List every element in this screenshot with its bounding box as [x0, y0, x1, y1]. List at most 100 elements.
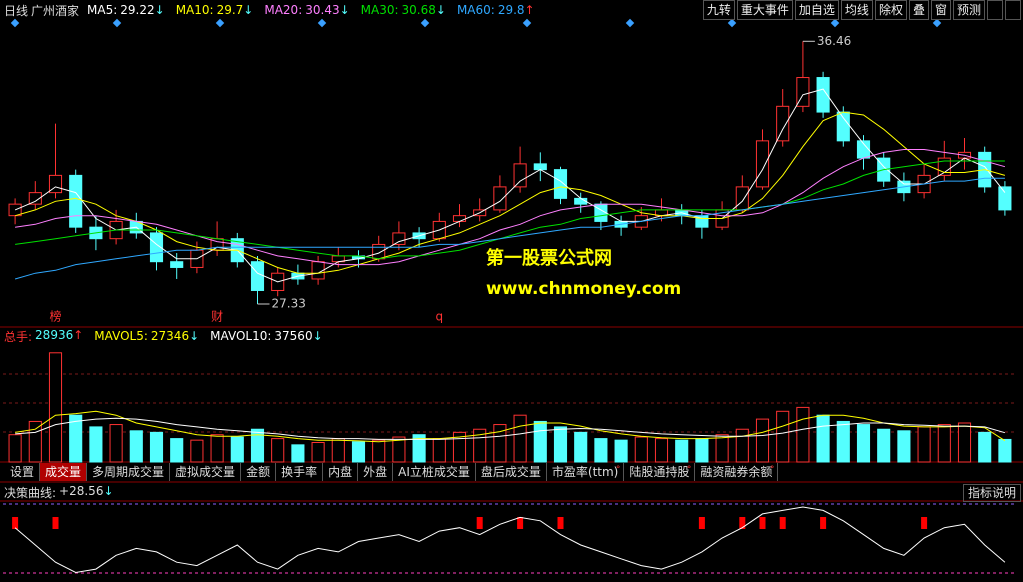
low-label: 27.33 — [272, 296, 306, 310]
legend-value: +28.56 — [59, 483, 104, 498]
candle-body — [998, 186, 1012, 211]
signal-marker — [698, 517, 705, 529]
candle-body — [8, 203, 22, 217]
volume-bar — [493, 424, 507, 463]
legend-arrow: ↓ — [339, 3, 350, 17]
volume-bar — [937, 424, 951, 463]
candle-body — [69, 174, 83, 228]
legend-label: MA5: — [87, 3, 118, 17]
volume-bar — [614, 439, 628, 463]
toolbar-button[interactable]: 叠 — [908, 0, 929, 20]
volume-bar — [533, 420, 547, 463]
tab[interactable]: 虚拟成交量 — [170, 463, 242, 481]
toolbar-button[interactable]: 预测 — [952, 0, 985, 20]
tab[interactable]: 多周期成交量 — [87, 463, 171, 481]
legend-arrow: ↓ — [312, 329, 323, 343]
legend-item: 决策曲线: +28.56 ↓ — [4, 484, 117, 501]
volume-bar — [695, 438, 709, 463]
toolbar-button[interactable]: 九转 — [702, 0, 735, 20]
tab[interactable]: 设置 — [5, 463, 41, 481]
tab-bar: 设置 成交量 多周期成交量 虚拟成交量 金额 换手率 内盘 外盘 AI立桩成交量 盘后成交量 市盈率… — [5, 463, 779, 481]
tab[interactable]: 外盘 — [358, 463, 394, 481]
candle-body — [250, 261, 265, 291]
lock-icon[interactable] — [987, 0, 1003, 20]
volume-bar — [998, 438, 1012, 463]
legend-value: 28936 — [35, 327, 74, 342]
tab[interactable]: 融资融券余额 ° — [695, 463, 779, 481]
volume-bar — [897, 430, 911, 463]
legend-item: MAVOL10: 37560 ↓ — [210, 329, 326, 343]
ma-line — [15, 160, 1005, 260]
tab-dot: ° — [686, 465, 692, 475]
tab[interactable]: AI立桩成交量 — [393, 463, 476, 481]
volume-bar — [957, 422, 972, 463]
tab-label: 陆股通持股 — [629, 465, 690, 479]
help-button[interactable]: 指标说明 — [962, 484, 1021, 502]
toolbar-button[interactable]: 加自选 — [794, 0, 839, 20]
indicator-line — [14, 506, 1006, 574]
volume-bar — [210, 434, 224, 463]
volume-bar — [291, 444, 305, 463]
tab[interactable]: 成交量 — [40, 463, 88, 481]
volume-bar — [796, 406, 810, 463]
toolbar-button[interactable]: 重大事件 — [736, 0, 793, 20]
tab[interactable]: 内盘 — [323, 463, 359, 481]
period[interactable]: 日线 — [4, 3, 29, 18]
toolbar-button[interactable]: 均线 — [840, 0, 873, 20]
candle-body — [776, 105, 790, 142]
signal-marker — [557, 517, 564, 529]
tab-label: 内盘 — [328, 465, 353, 479]
toolbar-button[interactable]: 窗 — [930, 0, 951, 20]
candle-body — [533, 163, 547, 171]
stock-name: 广州酒家 — [31, 3, 80, 18]
volume-bar — [776, 410, 790, 463]
tab[interactable]: 市盈率(ttm) ° — [547, 463, 625, 481]
volume-bar — [574, 431, 588, 463]
volume-bar — [149, 431, 164, 463]
legend-label: MA10: — [175, 3, 214, 17]
candle-body — [452, 215, 467, 222]
volume-bar — [351, 441, 366, 463]
signal-marker — [820, 517, 827, 529]
candle-body — [493, 186, 507, 211]
volume-bar — [8, 434, 22, 463]
volume-bar — [48, 352, 63, 463]
tab-label: 成交量 — [45, 465, 82, 479]
legend-label: MA60: — [456, 3, 495, 17]
volume-bar — [129, 430, 143, 463]
legend-value: 37560 — [274, 329, 313, 343]
signal-marker — [759, 517, 766, 529]
legend-label: MAVOL5: — [94, 329, 148, 343]
legend-item: MA30: 30.68 ↓ — [361, 3, 449, 17]
candle-body — [735, 186, 749, 211]
legend-item: MA20: 30.43 ↓ — [264, 3, 352, 17]
signal-marker — [52, 517, 59, 529]
toolbar-button[interactable]: 除权 — [874, 0, 907, 20]
tab[interactable]: 换手率 — [276, 463, 324, 481]
signal-marker — [12, 517, 19, 529]
volume-bar — [412, 434, 426, 463]
legend-value: 30.68 — [401, 3, 436, 17]
volume-bar — [230, 436, 244, 463]
signal-marker — [921, 517, 928, 529]
volume-bar — [816, 414, 830, 463]
tab[interactable]: 陆股通持股 ° — [624, 463, 696, 481]
ma-line — [15, 149, 1006, 266]
volume-bar — [311, 442, 325, 463]
candle-body — [392, 232, 406, 245]
back-icon[interactable] — [1005, 0, 1021, 20]
volume-bar — [553, 426, 568, 463]
tab-label: 市盈率(ttm) — [551, 465, 619, 479]
ma-line — [14, 111, 1006, 274]
tab[interactable]: 金额 — [241, 463, 277, 481]
legend-arrow: ↑ — [73, 327, 84, 342]
legend-label: 决策曲线: — [4, 485, 57, 500]
tab-label: AI立桩成交量 — [398, 465, 470, 479]
volume-bar — [452, 431, 467, 463]
tab[interactable]: 盘后成交量 — [476, 463, 547, 481]
volume-bar — [755, 418, 770, 463]
legend-value: 29.8 — [497, 3, 525, 17]
